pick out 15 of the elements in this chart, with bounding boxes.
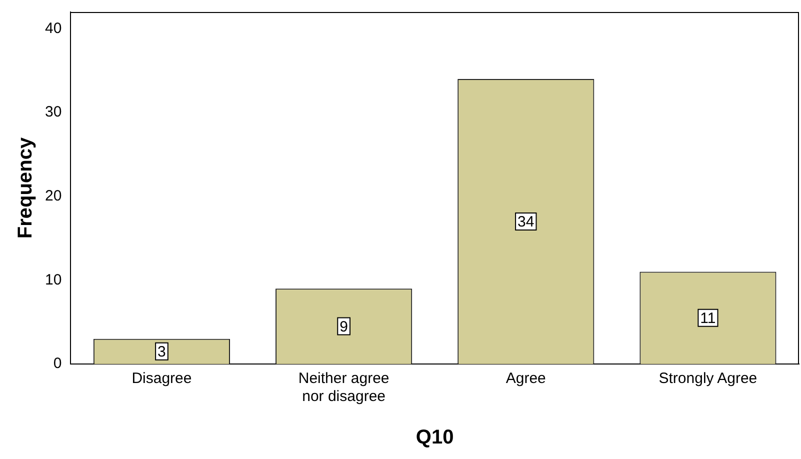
y-tick-label: 30	[44, 104, 62, 121]
data-label: 9	[340, 318, 348, 336]
x-tick-label: Disagree	[132, 370, 192, 388]
y-axis-title: Frequency	[14, 136, 37, 239]
data-label: 11	[700, 310, 716, 328]
x-tick-label: Agree	[506, 370, 546, 388]
x-tick-label: Strongly Agree	[658, 370, 758, 388]
y-tick-label: 10	[44, 271, 62, 288]
data-label: 3	[158, 344, 166, 361]
x-axis-title: Q10	[416, 426, 454, 449]
y-tick-label: 0	[53, 355, 62, 372]
y-tick-label: 40	[44, 20, 62, 37]
y-tick-label: 20	[44, 188, 62, 205]
x-tick-label: Neither agree nor disagree	[298, 370, 390, 406]
data-label: 34	[518, 214, 534, 231]
